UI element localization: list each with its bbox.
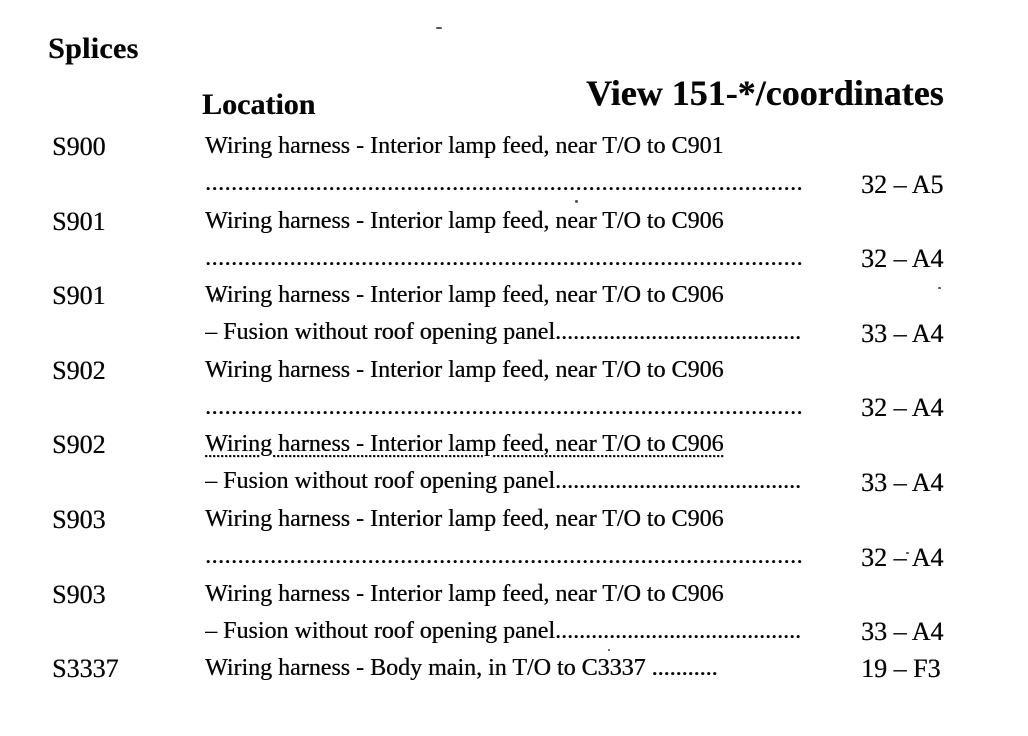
- coordinate-value: 32 – A4: [861, 393, 944, 423]
- table-row: S900 Wiring harness - Interior lamp feed…: [52, 128, 1028, 203]
- splice-view-coordinates: 32 – A5: [805, 128, 1028, 203]
- splice-id: S3337: [52, 654, 119, 684]
- location-line1: Wiring harness - Body main, in T/O to C3…: [205, 655, 718, 682]
- scan-speck: [608, 649, 610, 651]
- coordinate-value: 32 – A4: [861, 244, 944, 274]
- column-header-view-coordinates: View 151-*/coordinates: [586, 73, 944, 113]
- splice-id: S902: [52, 430, 106, 460]
- location-line2: ........................................…: [205, 170, 802, 196]
- splice-location: Wiring harness - Interior lamp feed, nea…: [205, 128, 805, 203]
- coordinate-value: 33 – A4: [861, 318, 944, 348]
- splice-location: Wiring harness - Interior lamp feed, nea…: [205, 352, 805, 427]
- location-line1: Wiring harness - Interior lamp feed, nea…: [205, 580, 724, 607]
- coordinate-value: 32 – A4: [861, 542, 944, 572]
- table-row: S903 Wiring harness - Interior lamp feed…: [52, 576, 1028, 651]
- table-row: S902 Wiring harness - Interior lamp feed…: [52, 426, 1028, 501]
- page-title: Splices: [48, 32, 139, 65]
- splice-view-coordinates: 33 – A4: [805, 426, 1028, 501]
- location-line1: Wiring harness - Interior lamp feed, nea…: [205, 431, 724, 458]
- splice-view-coordinates: 32 – A4: [805, 501, 1028, 576]
- table-row: S902 Wiring harness - Interior lamp feed…: [52, 352, 1028, 427]
- splice-id: S903: [52, 504, 106, 534]
- scan-speck: [216, 297, 219, 301]
- location-line1: Wiring harness - Interior lamp feed, nea…: [205, 505, 724, 532]
- splice-location: Wiring harness - Body main, in T/O to C3…: [205, 650, 805, 725]
- splice-id: S901: [52, 281, 106, 311]
- location-line1: Wiring harness - Interior lamp feed, nea…: [205, 282, 724, 309]
- coordinate-value: 19 – F3: [861, 654, 941, 684]
- splice-view-coordinates: 19 – F3: [805, 650, 1028, 725]
- table-row: S3337 Wiring harness - Body main, in T/O…: [52, 650, 1028, 725]
- splice-location: Wiring harness - Interior lamp feed, nea…: [205, 426, 805, 501]
- location-line2: ........................................…: [205, 393, 802, 420]
- splice-id: S903: [52, 579, 106, 609]
- location-line2: – Fusion without roof opening panel.....…: [205, 468, 802, 495]
- splice-table: S900 Wiring harness - Interior lamp feed…: [52, 128, 1028, 725]
- scan-speck: [436, 27, 442, 29]
- splice-location: Wiring harness - Interior lamp feed, nea…: [205, 501, 805, 576]
- location-line1: Wiring harness - Interior lamp feed, nea…: [205, 356, 724, 383]
- location-line2: – Fusion without roof opening panel.....…: [205, 319, 802, 346]
- splice-id: S900: [52, 132, 106, 161]
- splice-location: Wiring harness - Interior lamp feed, nea…: [205, 576, 805, 651]
- location-line2: ........................................…: [205, 244, 802, 271]
- location-line2: ........................................…: [205, 542, 802, 569]
- splice-id: S901: [52, 206, 106, 236]
- splice-id: S902: [52, 355, 106, 385]
- splice-view-coordinates: 32 – A4: [805, 352, 1028, 427]
- splice-view-coordinates: 33 – A4: [805, 277, 1028, 352]
- table-row: S901 Wiring harness - Interior lamp feed…: [52, 277, 1028, 352]
- splice-location: Wiring harness - Interior lamp feed, nea…: [205, 277, 805, 352]
- table-row: S901 Wiring harness - Interior lamp feed…: [52, 203, 1028, 278]
- scan-speck: [906, 552, 909, 554]
- splice-location: Wiring harness - Interior lamp feed, nea…: [205, 203, 805, 278]
- coordinate-value: 33 – A4: [861, 467, 944, 497]
- coordinate-value: 32 – A5: [861, 169, 944, 199]
- splice-view-coordinates: 33 – A4: [805, 576, 1028, 651]
- scan-speck: [575, 200, 578, 203]
- location-line1: Wiring harness - Interior lamp feed, nea…: [205, 133, 724, 159]
- location-line2: – Fusion without roof opening panel.....…: [205, 617, 802, 644]
- splice-view-coordinates: 32 – A4: [805, 203, 1028, 278]
- table-row: S903 Wiring harness - Interior lamp feed…: [52, 501, 1028, 576]
- scan-speck: [938, 287, 941, 289]
- coordinate-value: 33 – A4: [861, 617, 944, 647]
- location-line1: Wiring harness - Interior lamp feed, nea…: [205, 207, 724, 234]
- column-header-location: Location: [202, 88, 316, 121]
